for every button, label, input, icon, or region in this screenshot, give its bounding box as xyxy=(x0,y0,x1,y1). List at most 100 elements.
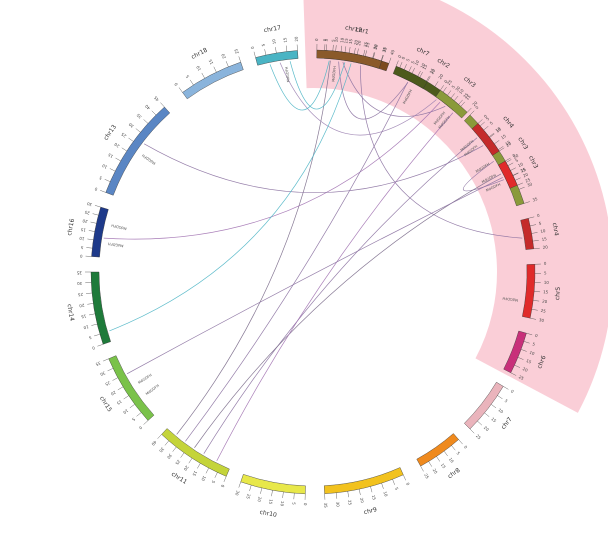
tick-mark xyxy=(499,147,505,152)
tick-label: 0 xyxy=(443,79,449,84)
tick-mark xyxy=(112,377,118,381)
tick-label: 35 xyxy=(323,503,328,509)
link-ribbon xyxy=(216,112,454,462)
tick-mark xyxy=(282,491,284,498)
tick-label: 0 xyxy=(483,113,489,119)
tick-label: 5 xyxy=(291,502,296,505)
tick-mark xyxy=(365,50,367,57)
chromosome-label: chr13 xyxy=(103,123,119,141)
tick-mark xyxy=(115,157,121,162)
tick-label: 25 xyxy=(233,48,240,55)
tick-label: 0 xyxy=(314,38,319,41)
tick-mark xyxy=(450,93,455,99)
tick-label: 10 xyxy=(200,475,207,482)
tick-mark xyxy=(403,474,406,481)
tick-label: 15 xyxy=(107,152,114,159)
chromosome-segment xyxy=(182,61,244,100)
tick-label: 25 xyxy=(104,380,111,387)
tick-label: 15 xyxy=(504,139,511,146)
tick-mark xyxy=(395,60,399,67)
tick-mark xyxy=(275,47,277,54)
tick-mark xyxy=(533,300,540,302)
tick-mark xyxy=(238,56,241,63)
tick-label: 20 xyxy=(522,366,529,373)
tick-label: 15 xyxy=(268,499,274,505)
link-ribbon xyxy=(143,143,484,194)
tick-label: 0 xyxy=(405,482,411,487)
chromosome-segment xyxy=(498,160,518,189)
tick-mark xyxy=(223,476,227,482)
tick-mark xyxy=(510,372,517,376)
tick-mark xyxy=(534,291,541,293)
tick-mark xyxy=(363,49,366,56)
tick-label: 15 xyxy=(348,38,354,44)
tick-label: 15 xyxy=(80,227,86,233)
tick-label: 10 xyxy=(495,126,502,133)
tick-label: 10 xyxy=(339,37,345,43)
tick-label: 10 xyxy=(419,62,426,69)
tick-label: 20 xyxy=(522,172,529,179)
tick-label: 5 xyxy=(489,120,495,126)
tick-label: 5 xyxy=(184,74,190,79)
tick-mark xyxy=(467,107,472,113)
chromosome-segment xyxy=(520,218,535,250)
tick-label: 0 xyxy=(510,388,515,394)
tick-label: 10 xyxy=(529,350,536,357)
tick-mark xyxy=(86,247,93,249)
tick-label: 0 xyxy=(173,82,179,87)
tick-label: 0 xyxy=(544,261,547,266)
tick-mark xyxy=(381,483,384,489)
tick-mark xyxy=(225,61,229,67)
tick-mark xyxy=(469,428,475,434)
tick-label: 5 xyxy=(532,341,536,347)
tick-mark xyxy=(477,420,483,426)
tick-label: 20 xyxy=(512,153,519,160)
tick-label: 5 xyxy=(331,39,336,42)
tick-label: 25 xyxy=(518,374,525,381)
tick-mark xyxy=(143,119,149,124)
tick-label: 20 xyxy=(356,40,362,46)
chromosome-label: chr14 xyxy=(66,304,76,322)
tick-label: 5 xyxy=(456,451,462,456)
tick-label: 0 xyxy=(512,152,517,158)
tick-label: 15 xyxy=(525,358,532,365)
link-ribbon xyxy=(359,65,523,239)
tick-label: 20 xyxy=(437,73,444,80)
tick-label: 25 xyxy=(446,79,453,86)
tick-mark xyxy=(512,172,519,176)
tick-label: 10 xyxy=(458,88,465,95)
chromosome-label: chr16 xyxy=(66,218,76,236)
tick-label: 0 xyxy=(93,186,98,192)
tick-mark xyxy=(88,230,95,232)
chromosome-layer xyxy=(85,44,541,500)
tick-mark xyxy=(164,440,169,446)
tick-label: 10 xyxy=(544,280,550,285)
tick-label: 5 xyxy=(98,175,103,181)
tick-mark xyxy=(515,177,521,181)
gene-label: MdGDFH xyxy=(502,296,518,302)
chromosome-label: chr17 xyxy=(263,24,281,34)
link-ribbon xyxy=(462,160,504,192)
link-ribbon xyxy=(342,62,446,117)
highlight-region xyxy=(303,0,608,413)
tick-mark xyxy=(286,45,288,52)
link-ribbon xyxy=(176,60,331,435)
tick-mark xyxy=(503,386,509,390)
tick-label: 25 xyxy=(245,493,251,500)
tick-label: 20 xyxy=(113,141,120,148)
tick-label: 20 xyxy=(353,39,359,45)
chromosome-segment xyxy=(416,433,459,467)
tick-label: 30 xyxy=(86,201,93,207)
tick-label: 30 xyxy=(166,453,173,460)
tick-label: 0 xyxy=(303,503,308,506)
tick-mark xyxy=(436,456,441,462)
tick-mark xyxy=(354,47,356,54)
tick-label: 35 xyxy=(135,112,142,119)
tick-mark xyxy=(388,57,392,64)
tick-label: 25 xyxy=(84,210,91,216)
tick-mark xyxy=(505,157,511,162)
tick-label: 15 xyxy=(490,416,497,423)
tick-mark xyxy=(510,167,516,171)
link-ribbon xyxy=(103,102,441,240)
